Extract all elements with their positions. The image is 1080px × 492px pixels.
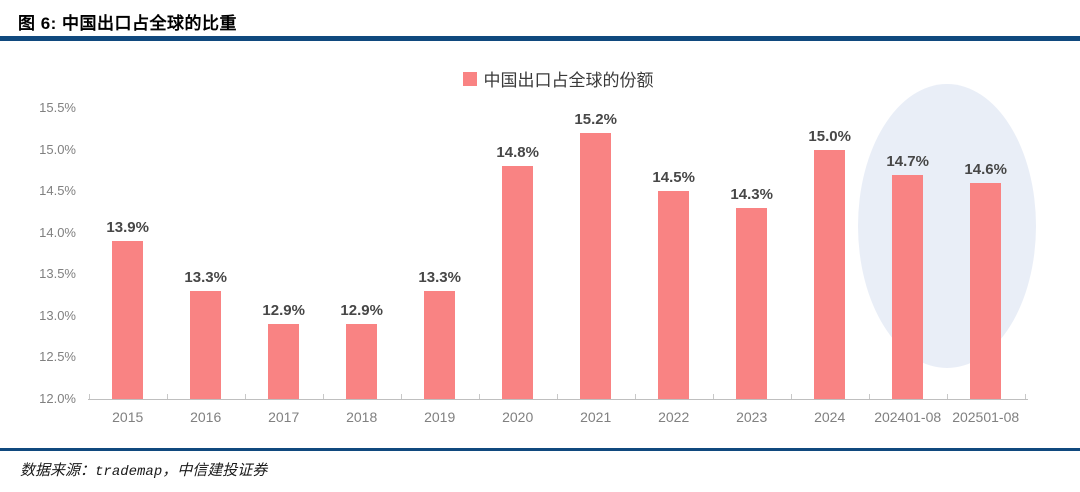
bar [424, 290, 456, 399]
bar-value-label: 14.7% [886, 152, 929, 170]
bar-value-label: 14.5% [652, 169, 695, 187]
bar-value-label: 13.3% [184, 268, 227, 286]
title-divider-rule [0, 36, 1080, 41]
x-axis-tick-mark [88, 394, 90, 399]
bar [736, 207, 768, 399]
x-axis-tick-mark [322, 394, 324, 399]
y-tick-label: 13.5% [39, 266, 76, 282]
bar-value-label: 14.8% [496, 144, 539, 162]
bar [580, 132, 612, 399]
x-tick-label: 2020 [502, 409, 534, 425]
bar-value-label: 13.9% [106, 219, 149, 237]
source-prefix: 数据来源： [20, 463, 96, 479]
x-axis-tick-mark [244, 394, 246, 399]
bar [892, 174, 924, 399]
x-tick-label: 2019 [424, 409, 456, 425]
y-tick-label: 15.5% [39, 100, 76, 115]
x-axis-tick-mark [1024, 394, 1026, 399]
x-axis-tick-mark [946, 394, 948, 399]
figure-title: 图 6: 中国出口占全球的比重 [18, 14, 238, 33]
chart-legend: 中国出口占全球的份额 [88, 66, 1028, 91]
bar-value-label: 14.3% [730, 185, 773, 203]
y-tick-label: 14.5% [39, 183, 76, 199]
legend-color-swatch-icon [462, 71, 477, 86]
y-tick-label: 15.0% [39, 141, 76, 157]
y-tick-label: 12.0% [39, 391, 76, 406]
y-tick-label: 13.0% [39, 307, 76, 323]
x-tick-label: 2016 [190, 409, 222, 425]
y-tick-label: 12.5% [39, 349, 76, 365]
bar [970, 182, 1002, 399]
bar [190, 290, 222, 399]
source-suffix: ，中信建投证券 [162, 463, 268, 479]
x-tick-label: 202501-08 [952, 409, 1020, 425]
footer-divider-rule [0, 448, 1080, 451]
x-tick-label: 2024 [814, 409, 846, 425]
plot-area: 13.9% 2015 13.3% 2016 12.9% 2017 12.9% 2018 13.3… [88, 84, 1036, 425]
x-axis-tick-mark [478, 394, 480, 399]
x-tick-label: 2015 [112, 409, 144, 425]
bar-value-label: 13.3% [418, 268, 461, 286]
source-trademap: trademap [95, 464, 163, 480]
x-tick-label: 202401-08 [874, 409, 942, 425]
y-tick-label: 14.0% [39, 224, 76, 240]
bar-value-label: 12.9% [262, 302, 305, 320]
x-tick-label: 2017 [268, 409, 300, 425]
highlight-ellipse [857, 84, 1036, 368]
x-tick-label: 2018 [346, 409, 378, 425]
x-axis-tick-mark [868, 394, 870, 399]
bar-value-label: 15.0% [808, 127, 851, 145]
x-axis-tick-mark [400, 394, 402, 399]
x-axis-tick-mark [634, 394, 636, 399]
x-tick-label: 2021 [580, 409, 612, 425]
x-axis-tick-mark [166, 394, 168, 399]
bar-value-label: 14.6% [964, 160, 1007, 178]
x-tick-label: 2023 [736, 409, 768, 425]
bar-value-label: 12.9% [340, 302, 383, 320]
bar [268, 324, 300, 399]
bar [112, 241, 144, 399]
x-axis-tick-mark [790, 394, 792, 399]
bar [658, 191, 690, 399]
data-source-note: 数据来源：trademap，中信建投证券 [20, 459, 267, 480]
x-axis-tick-mark [712, 394, 714, 399]
legend-label: 中国出口占全球的份额 [483, 71, 654, 90]
bar [502, 166, 534, 399]
x-tick-label: 2022 [658, 409, 690, 425]
bar-value-label: 15.2% [574, 110, 617, 128]
bar [346, 324, 378, 399]
x-axis-tick-mark [556, 394, 558, 399]
bar [814, 149, 846, 399]
